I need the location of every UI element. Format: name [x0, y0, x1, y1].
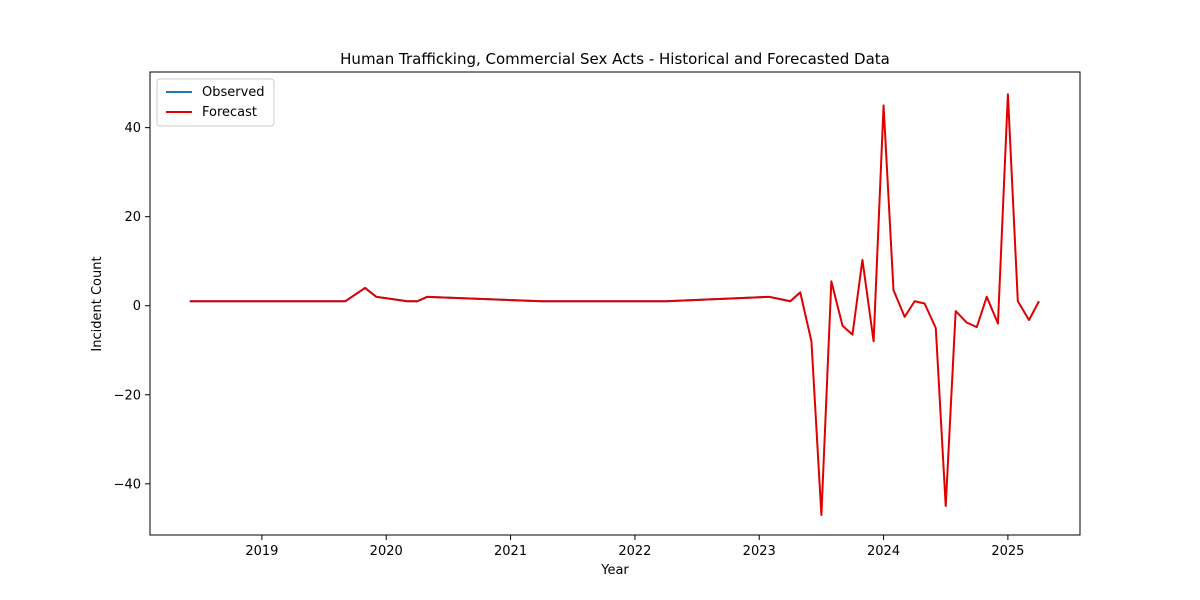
y-axis-label: Incident Count — [90, 256, 105, 351]
x-axis: 2019 2020 2021 2022 2023 2024 2025 — [245, 535, 1024, 559]
x-tick-label: 2025 — [991, 544, 1024, 559]
legend-box — [156, 78, 275, 127]
x-axis-label: Year — [600, 563, 629, 578]
legend: Observed Forecast — [156, 78, 275, 127]
series-layer — [189, 93, 1040, 516]
y-tick-label: 20 — [124, 210, 141, 225]
plot-area: 2019 2020 2021 2022 2023 2024 2025 −40 −20 0 20 40 — [114, 71, 1081, 559]
plot-frame — [149, 71, 1081, 536]
x-tick-label: 2024 — [867, 544, 900, 559]
series-line-forecast — [189, 93, 1040, 516]
x-tick-label: 2019 — [245, 544, 278, 559]
legend-entry-observed: Observed — [202, 85, 265, 100]
x-tick-label: 2021 — [494, 544, 527, 559]
y-axis: −40 −20 0 20 40 — [114, 121, 150, 492]
chart-title: Human Trafficking, Commercial Sex Acts -… — [340, 50, 890, 68]
y-tick-label: −20 — [114, 388, 141, 403]
y-tick-label: −40 — [114, 477, 141, 492]
x-tick-label: 2022 — [618, 544, 651, 559]
legend-entry-forecast: Forecast — [202, 105, 257, 120]
x-tick-label: 2023 — [743, 544, 776, 559]
y-tick-label: 0 — [133, 299, 141, 314]
y-tick-label: 40 — [124, 121, 141, 136]
x-tick-label: 2020 — [370, 544, 403, 559]
